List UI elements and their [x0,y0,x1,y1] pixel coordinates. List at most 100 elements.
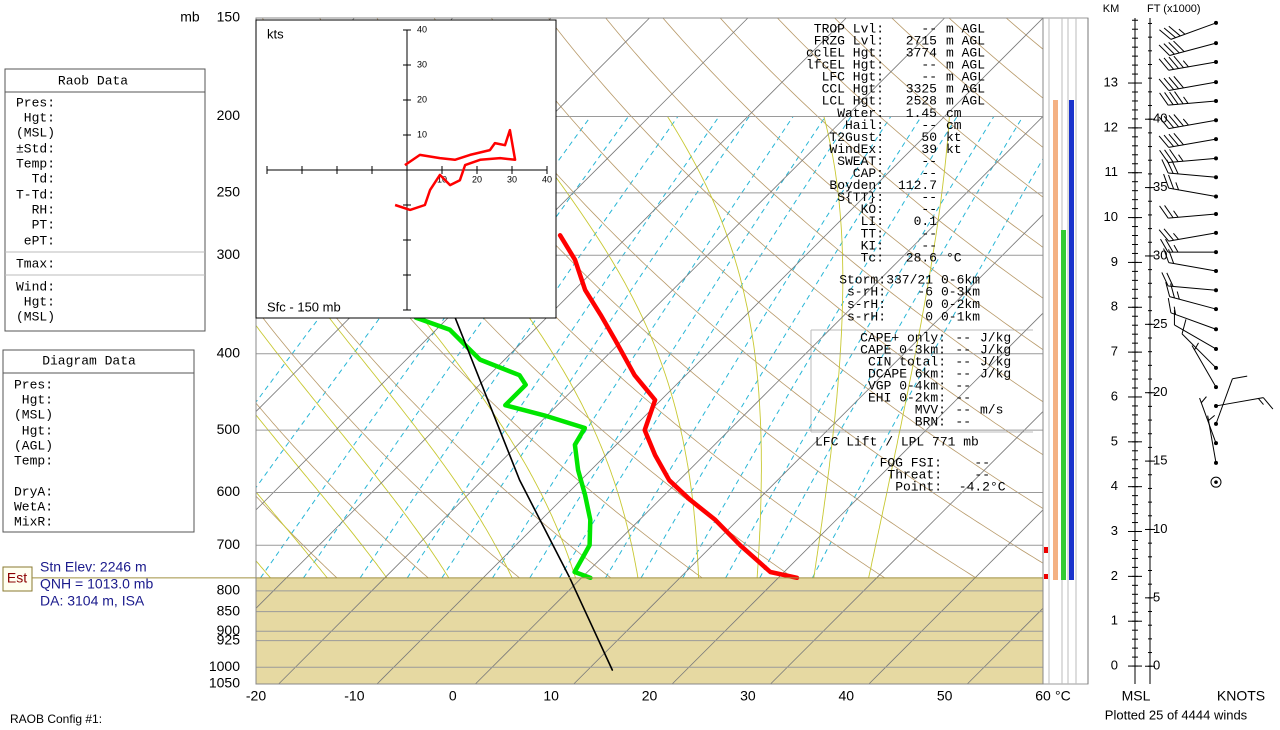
wind-barb-half [1178,154,1184,162]
ft-tick-label: 15 [1153,453,1167,468]
wind-barb-feather [1168,41,1180,54]
stat-unit: J/kg [980,330,1011,345]
moist-adiabat [256,491,328,579]
km-tick-label: 4 [1111,478,1118,493]
stat-label: DCAPE 6km: [868,366,946,381]
wind-barb-half [1194,342,1199,351]
km-tick-label: 5 [1111,433,1118,448]
km-tick-label: 12 [1104,119,1118,134]
ft-tick-label: 0 [1153,658,1160,673]
x-tick-label: 0 [449,688,457,704]
mixing-ratio-line [406,116,720,579]
wind-barb-staff [1207,415,1217,463]
wind-barb-staff [1169,296,1217,310]
isotherm [573,214,1043,684]
stat-label: WindEx: [829,142,884,157]
stat-value: -- [921,226,937,241]
est-label: Est [7,570,27,586]
field-label: WetA: [14,499,53,514]
isotherm [256,18,749,511]
mixing-ratio-line [812,157,1043,579]
field-label: T-Td: [16,187,55,202]
wind-dot [1214,421,1218,426]
wind-dot [1214,118,1218,123]
y-tick-label: 500 [217,421,241,437]
est-badge [2,566,33,592]
mixing-ratio-line [759,116,1024,579]
stat-value: 50 [921,130,937,145]
field-label: Hgt: [22,392,53,407]
hodograph-tick-label: 20 [417,94,427,104]
wind-barb-feather [1163,228,1175,241]
wind-dot [1214,250,1218,255]
wind-barb-feather [1158,229,1170,242]
field-label: Temp: [14,453,53,468]
stat-unit: 0-3km [941,285,980,300]
wind-barb-staff [1169,42,1217,57]
wind-barb-half [1173,244,1179,253]
stat-unit: m/s [980,402,1003,417]
wind-barb-half [1208,415,1215,421]
moist-adiabat [667,116,762,578]
stat-label: Boyden: [829,178,884,193]
stat-label: CAPE+ only: [860,330,946,345]
stat-label: s-rH: [847,297,886,312]
wind-dot [1214,175,1218,180]
stat-value: 3774 [906,46,937,61]
y-tick-label: 700 [217,536,241,552]
stat-label: KO: [861,202,884,217]
moist-adiabat [813,116,844,578]
status-strip [1069,100,1074,580]
wind-barb-half [1173,232,1179,240]
temperature-line [557,233,800,581]
wind-barb-feather [1168,133,1179,147]
hodograph-frame [255,19,557,319]
wind-barb-feather [1165,282,1171,297]
field-label: Temp: [16,156,55,171]
km-tick-label: 10 [1104,209,1118,224]
wind-barb-feather [1163,134,1175,147]
stat-value: 0 [925,309,933,324]
wind-barb-half [1183,96,1189,104]
y-tick-label: 925 [217,631,241,647]
wind-barb-staff [1168,119,1217,130]
x-tick-label: -20 [246,688,266,704]
wind-barb-feather [1164,149,1174,163]
mixing-ratio-line [359,116,679,579]
y-tick-label: 850 [217,602,241,618]
wind-barb-staff [1215,397,1264,407]
x-tick-label: 20 [642,688,658,704]
stat-value: 2528 [906,94,937,109]
stat-value: -- [974,455,990,470]
wind-barb-feather [1165,238,1174,253]
stat-unit: m AGL [946,58,985,73]
stat-unit: 0-1km [941,309,980,324]
wind-barb-feather [1168,56,1179,69]
stat-unit: cm [946,118,962,133]
wind-barb-feather [1159,92,1169,106]
wind-barb-feather [1164,92,1174,106]
wind-barb-staff [1199,397,1217,444]
stat-value: -- [921,166,937,181]
field-label: Pres: [14,377,53,392]
hodograph-tick-label: 40 [417,24,427,34]
lift-note: LFC Lift / LPL 771 mb [815,434,979,449]
wind-barb-staff [1168,100,1217,106]
km-tick-label: 8 [1111,299,1118,314]
wind-barb-staff [1168,61,1217,71]
wind-dot [1214,403,1218,408]
stat-value: -- [921,190,937,205]
wind-barb-feather [1173,114,1184,127]
field-label: (AGL) [14,438,53,453]
stat-label: lfcEL Hgt: [806,58,884,73]
stat-label: BRN: [915,414,946,429]
field-label: (MSL) [14,407,53,422]
wind-barb-staff [1168,232,1217,242]
isotherm [376,18,1043,684]
hodograph-tick-label: 30 [417,59,427,69]
stat-unit: J/kg [980,354,1011,369]
station-line: DA: 3104 m, ISA [40,593,145,609]
wind-barb-feather [1159,205,1169,219]
wind-barb-feather [1174,91,1184,105]
